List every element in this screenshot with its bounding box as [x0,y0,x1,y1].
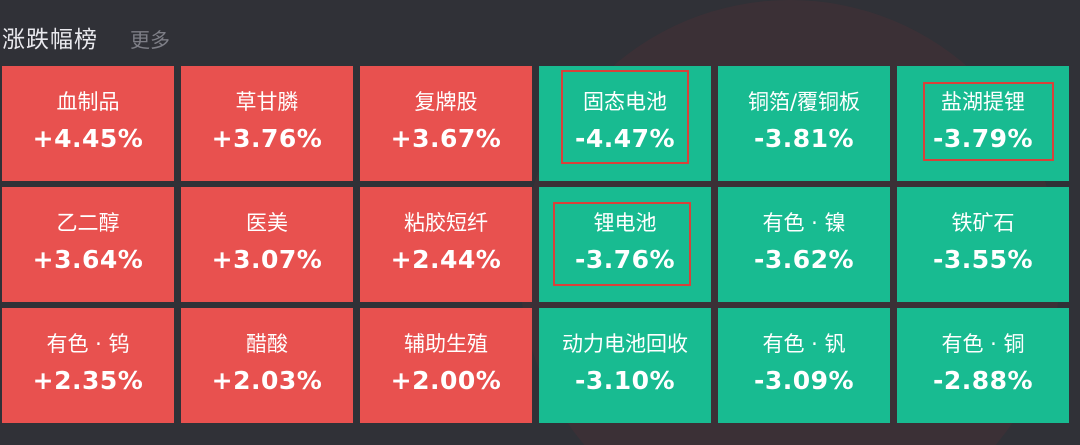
sector-name: 盐湖提锂 [941,90,1025,114]
sector-change: -3.81% [753,124,855,153]
sector-change: +3.67% [390,124,502,153]
sector-name: 医美 [246,211,288,235]
sector-change: -2.88% [932,366,1034,395]
sector-tile[interactable]: 锂电池 -3.76% [539,187,711,302]
sector-grid: 血制品 +4.45% 草甘膦 +3.76% 复牌股 +3.67% 固态电池 -4… [2,66,1080,445]
sector-change: +3.76% [211,124,323,153]
sector-change: -3.55% [932,245,1034,274]
sector-tile[interactable]: 医美 +3.07% [181,187,353,302]
sector-name: 铁矿石 [951,211,1015,235]
sector-name: 有色 · 铜 [941,332,1025,356]
sector-change: +2.03% [211,366,323,395]
sector-change: +2.35% [32,366,144,395]
sector-name: 醋酸 [246,332,288,356]
sector-name: 有色 · 钒 [762,332,846,356]
sector-change: +3.64% [32,245,144,274]
sector-tile[interactable]: 动力电池回收 -3.10% [539,308,711,423]
sector-name: 动力电池回收 [562,332,688,356]
sector-tile[interactable]: 有色 · 钒 -3.09% [718,308,890,423]
sector-name: 复牌股 [414,90,478,114]
sector-tile[interactable]: 有色 · 镍 -3.62% [718,187,890,302]
sector-name: 固态电池 [583,90,667,114]
sector-change: +2.44% [390,245,502,274]
sector-tile[interactable]: 乙二醇 +3.64% [2,187,174,302]
sector-change: -3.09% [753,366,855,395]
sector-tile[interactable]: 固态电池 -4.47% [539,66,711,181]
sector-tile[interactable]: 草甘膦 +3.76% [181,66,353,181]
sector-name: 有色 · 镍 [762,211,846,235]
sector-tile[interactable]: 有色 · 铜 -2.88% [897,308,1069,423]
sector-name: 锂电池 [593,211,657,235]
sector-name: 粘胶短纤 [404,211,488,235]
sector-tile[interactable]: 铁矿石 -3.55% [897,187,1069,302]
sector-change: -3.10% [574,366,676,395]
panel-title: 涨跌幅榜 [2,27,98,53]
sector-tile[interactable]: 粘胶短纤 +2.44% [360,187,532,302]
sector-change: +3.07% [211,245,323,274]
sector-tile[interactable]: 辅助生殖 +2.00% [360,308,532,423]
sector-name: 有色 · 钨 [46,332,130,356]
panel-header: 涨跌幅榜 更多 [0,0,1080,66]
sector-tile[interactable]: 有色 · 钨 +2.35% [2,308,174,423]
sector-change: -3.62% [753,245,855,274]
sector-change: -3.76% [574,245,676,274]
sector-name: 草甘膦 [235,90,299,114]
sector-name: 血制品 [56,90,120,114]
sector-name: 铜箔/覆铜板 [747,90,861,114]
sector-tile[interactable]: 盐湖提锂 -3.79% [897,66,1069,181]
sector-tile[interactable]: 铜箔/覆铜板 -3.81% [718,66,890,181]
sector-name: 辅助生殖 [404,332,488,356]
sector-tile[interactable]: 血制品 +4.45% [2,66,174,181]
sector-name: 乙二醇 [56,211,120,235]
sector-tile[interactable]: 复牌股 +3.67% [360,66,532,181]
sector-change: -4.47% [574,124,676,153]
more-link[interactable]: 更多 [130,28,170,52]
sector-tile[interactable]: 醋酸 +2.03% [181,308,353,423]
sector-change: -3.79% [932,124,1034,153]
sector-change: +4.45% [32,124,144,153]
sector-change: +2.00% [390,366,502,395]
